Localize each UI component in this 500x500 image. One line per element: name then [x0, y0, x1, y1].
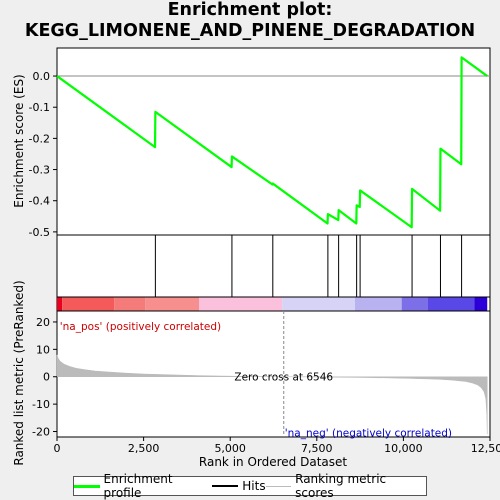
title-line-1: Enrichment plot:: [167, 0, 333, 20]
heatmap-segment-5: [282, 297, 355, 311]
metric-tick-label-0: 20: [36, 316, 50, 329]
legend-item-es: Enrichment profile: [74, 472, 212, 500]
legend-metric-label: Ranking metric scores: [295, 472, 387, 500]
annotations: 'na_pos' (positively correlated) 'na_neg'…: [60, 321, 452, 440]
zero-cross-label: Zero cross at 6546: [234, 372, 333, 384]
legend-es-label: Enrichment profile: [103, 472, 173, 500]
heatmap-segment-6: [354, 297, 402, 311]
heatmap-segment-1: [62, 297, 115, 311]
es-tick-label-5: -0.5: [29, 226, 50, 239]
es-tick-label-0: 0.0: [33, 70, 51, 83]
es-tick-label-3: -0.3: [29, 164, 50, 177]
legend-hits-swatch-icon: [212, 485, 239, 487]
x-tick-label-4: 10,000: [384, 442, 423, 455]
x-tick-label-0: 0: [54, 442, 61, 455]
legend-hits-label: Hits: [242, 479, 266, 493]
es-panel: [56, 47, 491, 236]
heatmap-segment-9: [474, 297, 488, 311]
legend: Enrichment profile Hits Ranking metric s…: [73, 472, 427, 500]
chart-title: Enrichment plot: KEGG_LIMONENE_AND_PINEN…: [0, 0, 500, 42]
x-axis-label: Rank in Ordered Dataset: [199, 455, 347, 469]
heatmap-segment-4: [199, 297, 283, 311]
hits-panel: [56, 234, 491, 298]
x-tick-label-2: 5,000: [214, 442, 246, 455]
es-tick-label-2: -0.2: [29, 132, 50, 145]
heatmap-segment-8: [427, 297, 475, 311]
rank-heatmap: [57, 297, 488, 311]
axes: 0.0 -0.1 -0.2 -0.3 -0.4 -0.5 20 10 0 -10 -20 0 2,500…: [29, 70, 500, 455]
heatmap-segment-0: [57, 297, 63, 311]
neg-correlated-label: 'na_neg' (negatively correlated): [285, 428, 452, 440]
es-curve-group: [56, 56, 490, 229]
hit-lines: [154, 235, 463, 297]
metric-tick-label-4: -20: [32, 426, 50, 439]
metric-tick-label-2: 0: [43, 371, 50, 384]
legend-item-metric: Ranking metric scores: [265, 472, 426, 500]
title-line-2: KEGG_LIMONENE_AND_PINENE_DEGRADATION: [24, 21, 476, 41]
metric-area: [56, 311, 488, 437]
legend-es-swatch-icon: [74, 484, 100, 488]
legend-metric-swatch-icon: [265, 485, 292, 487]
heatmap-segment-2: [114, 297, 146, 311]
x-tick-label-5: 12,500: [471, 442, 500, 455]
x-tick-label-3: 7,500: [301, 442, 333, 455]
metric-tick-label-3: -10: [32, 398, 50, 411]
x-tick-label-1: 2,500: [128, 442, 160, 455]
heatmap-segment-3: [145, 297, 200, 311]
heatmap-segment-7: [401, 297, 428, 311]
es-tick-label-4: -0.4: [29, 195, 50, 208]
legend-item-hits: Hits: [212, 479, 266, 493]
metric-tick-label-1: 10: [36, 343, 50, 356]
es-tick-label-1: -0.1: [29, 101, 50, 114]
pos-correlated-label: 'na_pos' (positively correlated): [60, 321, 221, 333]
es-y-axis-label: Enrichment score (ES): [12, 74, 26, 207]
es-curve: [56, 56, 488, 229]
metric-area-fill: [56, 354, 488, 435]
metric-y-axis-label: Ranked list metric (PreRanked): [12, 280, 26, 465]
